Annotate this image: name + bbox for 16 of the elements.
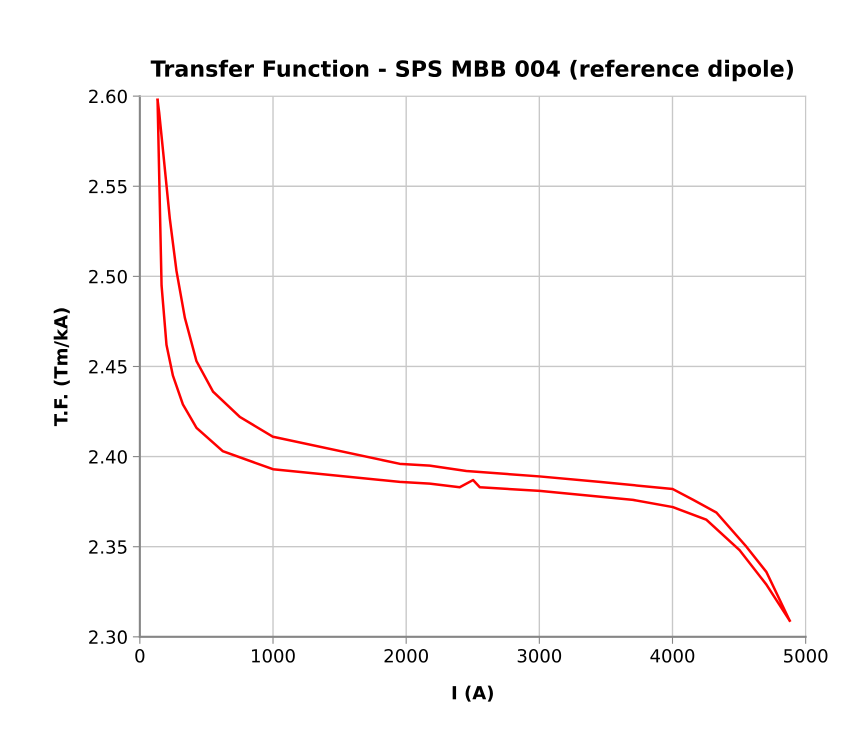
y-tick-label: 2.30 bbox=[89, 630, 127, 644]
x-tick-label: 1000 bbox=[252, 648, 295, 663]
x-axis-title: I (A) bbox=[452, 686, 493, 702]
chart-title: Transfer Function - SPS MBB 004 (reference dipole) bbox=[150, 60, 793, 82]
y-tick-label: 2.35 bbox=[89, 540, 126, 554]
x-tick-label: 5000 bbox=[784, 648, 828, 663]
x-tick-label: 0 bbox=[135, 648, 144, 663]
y-tick-label: 2.45 bbox=[89, 360, 126, 374]
y-tick-label: 2.60 bbox=[89, 90, 127, 104]
x-tick-label: 2000 bbox=[384, 648, 428, 663]
x-tick-label: 4000 bbox=[650, 648, 694, 663]
y-tick-label: 2.55 bbox=[89, 180, 126, 194]
x-tick-label: 3000 bbox=[518, 648, 562, 663]
y-axis-title: T.F. (Tm/kA) bbox=[54, 308, 70, 426]
y-tick-label: 2.50 bbox=[89, 270, 127, 284]
y-tick-label: 2.40 bbox=[89, 450, 127, 464]
